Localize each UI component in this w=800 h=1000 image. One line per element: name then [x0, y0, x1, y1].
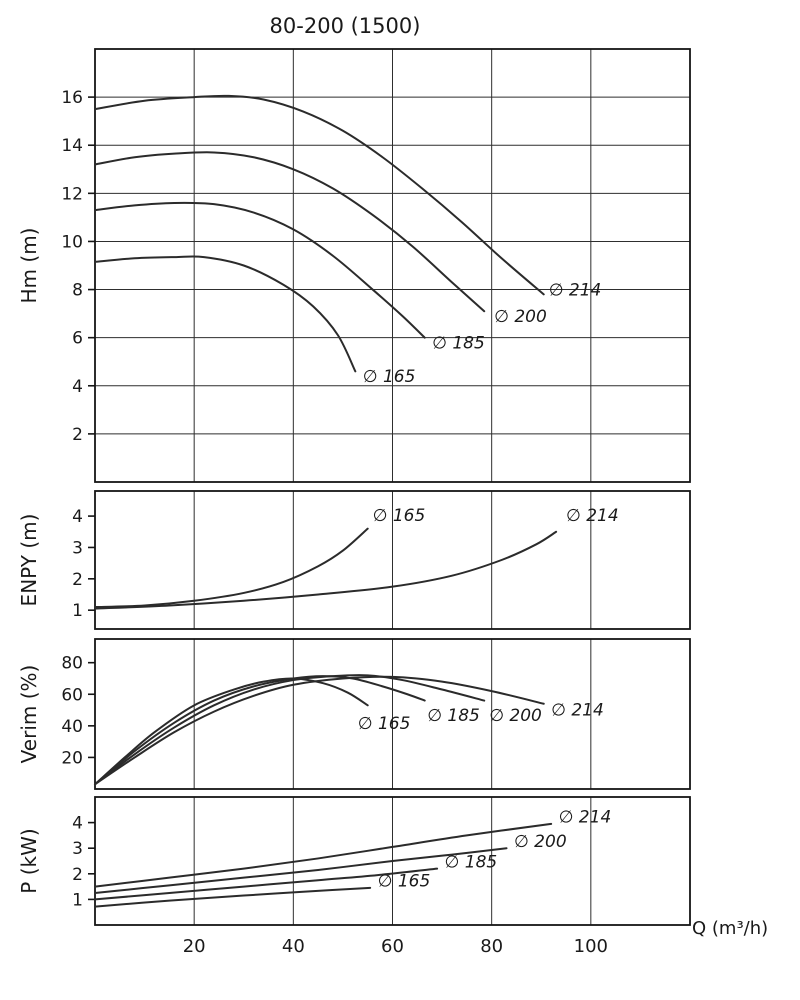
y-tick-label: 4 — [72, 507, 83, 527]
curve-label: ∅ 165 — [373, 506, 426, 526]
curve-label: ∅ 214 — [559, 808, 612, 828]
y-tick-label: 16 — [61, 88, 83, 108]
x-tick-label: 100 — [573, 936, 609, 957]
y-tick-label: 20 — [61, 748, 83, 768]
y-tick-label: 4 — [72, 814, 83, 834]
curve-∅214 — [94, 94, 545, 296]
y-axis-title: P (kW) — [17, 828, 41, 893]
curve-∅165 — [94, 886, 372, 908]
y-tick-label: 3 — [72, 839, 83, 859]
curve-label: ∅ 214 — [549, 281, 602, 301]
y-tick-label: 1 — [72, 890, 83, 910]
plot-frame — [94, 638, 691, 790]
y-tick-label: 10 — [61, 232, 83, 252]
power-curves-panel: 1 2 3 4 P (kW) ∅ 214 ∅ 200 ∅ 185 ∅ 165 — [17, 796, 691, 926]
x-tick-label: 80 — [480, 936, 504, 957]
chart-title: 80-200 (1500) — [269, 14, 421, 38]
efficiency-curves-panel: 20 40 60 80 Verim (%) ∅ 165 ∅ 185 ∅ 200 ∅ 214 — [17, 638, 691, 790]
curve-∅200 — [94, 151, 486, 313]
curve-∅165 — [94, 677, 369, 786]
head-curves-panel: 2 4 6 8 10 12 14 16 Hm (m) ∅ 214∅ 200 ∅ 185 ∅ 165 — [17, 48, 691, 483]
y-tick-label: 12 — [61, 184, 83, 204]
curve-∅214 — [94, 675, 545, 786]
y-tick-label: 4 — [72, 377, 83, 397]
plot-frame — [94, 490, 691, 630]
curve-∅165 — [94, 255, 357, 373]
curve-∅185 — [94, 675, 426, 786]
curve-label: ∅ 214 — [566, 506, 619, 526]
x-axis-ticks: 20 40 60 80 100 — [0, 936, 800, 962]
npsh-curves-panel: 1 2 3 4 ENPY (m) ∅ 165 ∅ 214 — [17, 490, 691, 630]
curve-label: ∅ 165 — [358, 714, 411, 734]
curve-∅185 — [94, 867, 439, 901]
y-tick-label: 6 — [72, 329, 83, 349]
curve-label: ∅ 200 — [514, 832, 567, 852]
curve-label: ∅ 185 — [432, 333, 485, 353]
y-tick-label: 2 — [72, 865, 83, 885]
y-tick-label: 1 — [72, 601, 83, 621]
curve-label: ∅ 185 — [445, 852, 498, 872]
y-tick-label: 80 — [61, 654, 83, 674]
x-tick-label: 20 — [182, 936, 206, 957]
y-tick-label: 2 — [72, 425, 83, 445]
y-tick-label: 40 — [61, 717, 83, 737]
y-axis-title: Hm (m) — [17, 228, 41, 304]
x-axis-title: Q (m³/h) — [692, 918, 769, 939]
curve-label: ∅ 200 — [489, 706, 542, 726]
curve-label: ∅ 165 — [378, 872, 431, 892]
x-tick-label: 60 — [381, 936, 404, 957]
curve-∅200 — [94, 674, 486, 786]
plot-frame — [94, 796, 691, 926]
y-tick-label: 14 — [61, 136, 83, 156]
curve-label: ∅ 200 — [494, 307, 547, 327]
curve-∅165 — [94, 527, 369, 609]
curve-∅185 — [94, 201, 426, 339]
x-tick-label: 40 — [281, 936, 305, 957]
curve-label: ∅ 165 — [363, 367, 416, 387]
y-axis-title: Verim (%) — [17, 665, 41, 764]
y-axis-title: ENPY (m) — [17, 514, 41, 607]
curve-∅214 — [94, 822, 553, 888]
plot-frame — [94, 48, 691, 483]
curve-∅214 — [94, 530, 558, 610]
curve-∅200 — [94, 847, 508, 894]
curve-label: ∅ 185 — [427, 706, 480, 726]
y-tick-label: 3 — [72, 538, 83, 558]
curve-label: ∅ 214 — [551, 701, 604, 721]
y-tick-label: 2 — [72, 570, 83, 590]
y-tick-label: 8 — [72, 281, 83, 301]
y-tick-label: 60 — [61, 685, 83, 705]
